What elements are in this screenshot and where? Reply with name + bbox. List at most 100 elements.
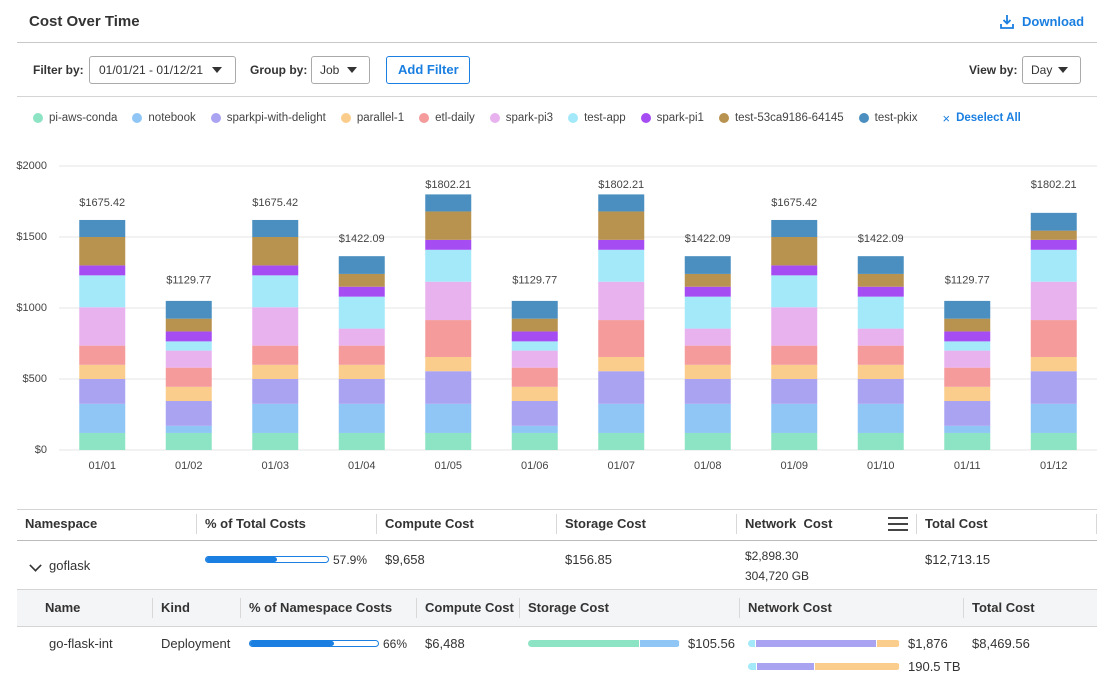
stacked-bar-chart: $0$500$1000$1500$2000$1675.4201/01$1129.… [0, 150, 1112, 480]
column-header[interactable]: Network Cost [745, 515, 832, 533]
column-header[interactable]: Total Cost [972, 599, 1035, 617]
group-by-select[interactable]: Job [311, 56, 370, 84]
legend-item[interactable]: sparkpi-with-delight [211, 112, 326, 124]
bar-segment [1031, 320, 1077, 357]
legend-item[interactable]: test-pkix [859, 112, 918, 124]
bar-segment [79, 265, 125, 275]
add-filter-button[interactable]: Add Filter [386, 56, 470, 84]
bar-segment [944, 301, 990, 319]
bar-segment [166, 341, 212, 350]
bar-segment [79, 307, 125, 345]
column-header[interactable]: Network Cost [748, 599, 832, 617]
bar-segment [944, 368, 990, 387]
deselect-label: Deselect All [956, 112, 1021, 124]
legend-item[interactable]: etl-daily [419, 112, 475, 124]
expand-toggle[interactable] [29, 559, 41, 571]
bar-segment [425, 282, 471, 320]
bar-segment [512, 368, 558, 387]
breakdown-segment [757, 663, 815, 670]
download-button[interactable]: Download [1000, 12, 1090, 32]
bar-segment [79, 275, 125, 307]
bar-segment [1031, 371, 1077, 404]
storage-cost: $156.85 [565, 551, 612, 569]
x-tick-label: 01/06 [521, 460, 549, 472]
legend-item[interactable]: spark-pi3 [490, 112, 553, 124]
bar-segment [79, 379, 125, 404]
legend-swatch [719, 113, 729, 123]
legend-item[interactable]: notebook [132, 112, 195, 124]
bar-segment [252, 365, 298, 379]
bar-segment [944, 387, 990, 401]
bar-segment [1031, 357, 1077, 371]
column-header[interactable]: % of Namespace Costs [249, 599, 392, 617]
legend-item[interactable]: test-app [568, 112, 626, 124]
breakdown-segment [877, 640, 900, 647]
y-tick-label: $2000 [16, 160, 47, 172]
bar-segment [944, 401, 990, 426]
column-header[interactable]: Name [45, 599, 80, 617]
bar-segment [1031, 404, 1077, 433]
legend-item[interactable]: test-53ca9186-64145 [719, 112, 844, 124]
filter-divider [17, 96, 1097, 97]
column-header[interactable]: Compute Cost [385, 515, 474, 533]
bar-segment [685, 433, 731, 450]
bar-segment [858, 287, 904, 297]
legend-item[interactable]: spark-pi1 [641, 112, 704, 124]
breakdown-segment [640, 640, 680, 647]
bar-segment [944, 319, 990, 332]
column-divider [739, 598, 740, 618]
bar-segment [771, 275, 817, 307]
add-filter-label: Add Filter [398, 61, 459, 79]
bar-segment [79, 220, 125, 237]
progress-track [205, 556, 329, 563]
column-header[interactable]: Kind [161, 599, 190, 617]
bar-segment [685, 346, 731, 365]
legend-item[interactable]: parallel-1 [341, 112, 404, 124]
workload-kind: Deployment [161, 635, 230, 653]
column-header[interactable]: Total Cost [925, 515, 988, 533]
bar-segment [166, 331, 212, 341]
bar-segment [166, 301, 212, 319]
compute-cost: $6,488 [425, 635, 465, 653]
bar-segment [339, 274, 385, 287]
bar-total-label: $1802.21 [598, 179, 644, 191]
column-header[interactable]: Namespace [25, 515, 97, 533]
legend-item[interactable]: pi-aws-conda [33, 112, 117, 124]
deselect-all-button[interactable]: ×Deselect All [942, 111, 1020, 126]
breakdown-segment [815, 663, 900, 670]
bar-segment [598, 371, 644, 404]
bar-segment [79, 346, 125, 365]
bar-segment [166, 319, 212, 332]
x-tick-label: 01/01 [88, 460, 116, 472]
x-tick-label: 01/08 [694, 460, 722, 472]
bar-segment [339, 404, 385, 433]
legend-label: spark-pi3 [506, 112, 553, 124]
bar-segment [858, 274, 904, 287]
view-by-select[interactable]: Day [1022, 56, 1081, 84]
bar-segment [771, 404, 817, 433]
column-header[interactable]: Compute Cost [425, 599, 514, 617]
bar-segment [1031, 240, 1077, 250]
view-label: View by: [969, 61, 1017, 79]
bar-segment [339, 256, 385, 274]
view-value: Day [1031, 61, 1052, 79]
column-header[interactable]: Storage Cost [565, 515, 646, 533]
column-header[interactable]: % of Total Costs [205, 515, 306, 533]
column-divider [152, 598, 153, 618]
bar-segment [598, 357, 644, 371]
column-menu[interactable] [888, 517, 908, 531]
table-border [17, 509, 1097, 510]
group-label: Group by: [250, 61, 307, 79]
bar-total-label: $1129.77 [166, 274, 211, 286]
bar-total-label: $1675.42 [252, 197, 298, 209]
bar-segment [512, 387, 558, 401]
column-divider [519, 598, 520, 618]
legend-label: sparkpi-with-delight [227, 112, 326, 124]
progress-fill [206, 557, 277, 562]
column-header[interactable]: Storage Cost [528, 599, 609, 617]
share-label: 57.9% [333, 551, 367, 569]
bar-segment [1031, 433, 1077, 450]
bar-segment [252, 265, 298, 275]
bar-segment [79, 365, 125, 379]
column-divider [196, 514, 197, 534]
